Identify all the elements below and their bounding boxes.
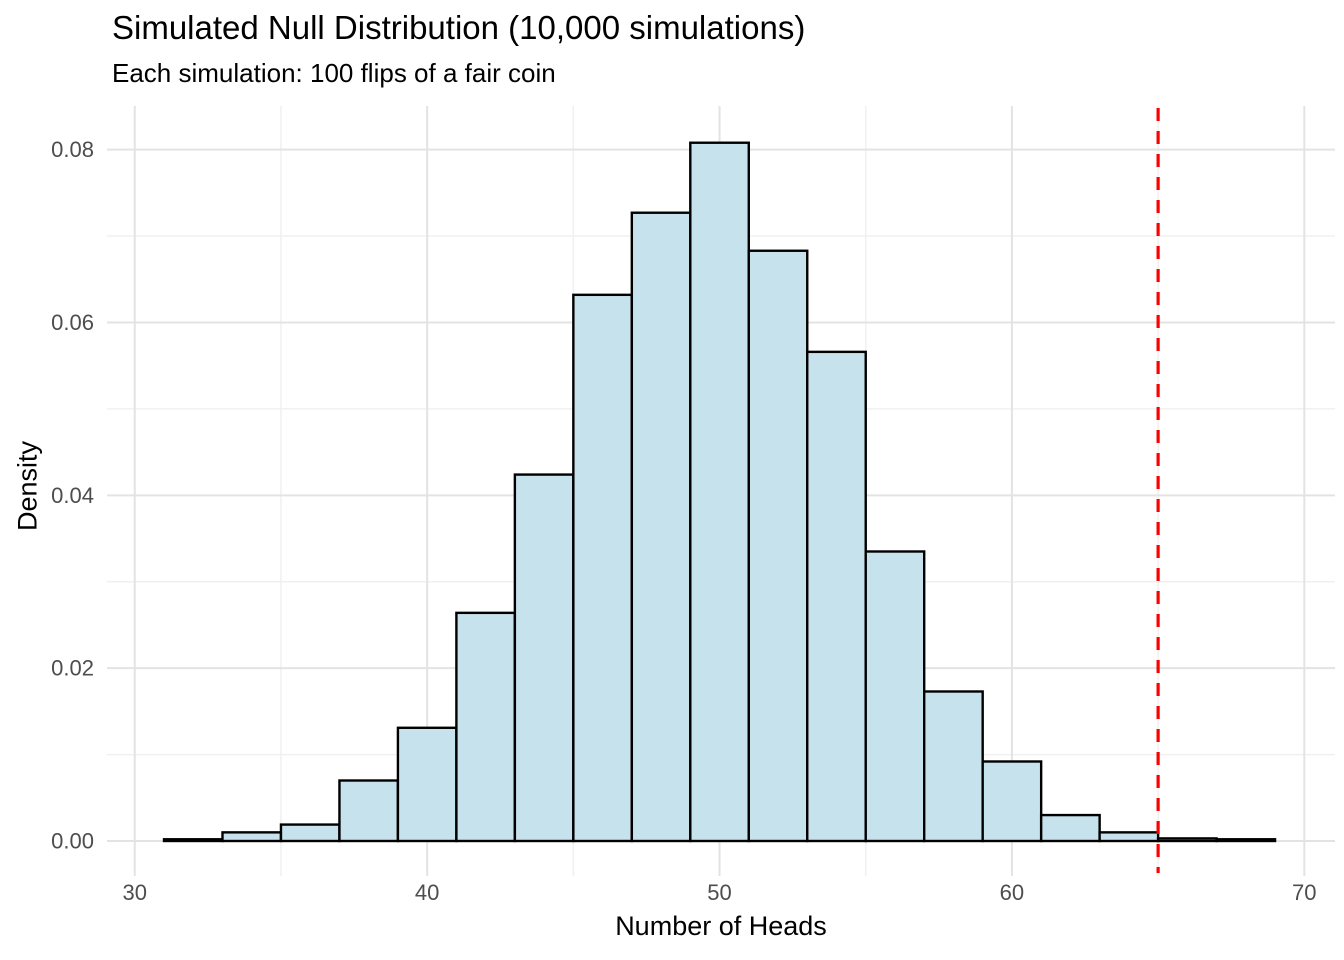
histogram-bar (396, 726, 458, 843)
x-tick-label: 50 (707, 880, 731, 905)
histogram-bar (1156, 837, 1218, 843)
histogram-bar (923, 690, 984, 843)
histogram-bar (1098, 831, 1160, 843)
x-tick-label: 30 (123, 880, 147, 905)
y-tick-label: 0.06 (51, 310, 94, 335)
y-tick-label: 0.04 (51, 483, 94, 508)
histogram-bar (221, 831, 283, 843)
x-axis-title: Number of Heads (615, 911, 827, 941)
histogram-bar (864, 550, 926, 843)
x-tick-label: 40 (415, 880, 439, 905)
histogram-bar (747, 249, 809, 843)
histogram-bar (1215, 838, 1277, 843)
x-tick-label: 70 (1292, 880, 1316, 905)
y-tick-labels: 0.00 0.02 0.04 0.06 0.08 (51, 137, 94, 853)
histogram-bar (338, 779, 400, 843)
x-tick-labels: 30 40 50 60 70 (123, 880, 1317, 905)
y-tick-label: 0.00 (51, 829, 94, 854)
histogram-bar (513, 473, 575, 843)
chart-subtitle: Each simulation: 100 flips of a fair coi… (112, 58, 556, 88)
y-tick-label: 0.02 (51, 656, 94, 681)
histogram-bar (279, 823, 341, 843)
histogram-bar (455, 611, 517, 843)
x-tick-label: 60 (1000, 880, 1024, 905)
chart-title: Simulated Null Distribution (10,000 simu… (112, 9, 806, 46)
histogram-bars (162, 141, 1277, 843)
y-axis-title: Density (12, 440, 43, 532)
histogram-bar (162, 838, 224, 843)
histogram-bar (1039, 813, 1101, 843)
histogram-bar (630, 211, 692, 843)
y-tick-label: 0.08 (51, 137, 94, 162)
histogram-bar (981, 760, 1043, 843)
histogram-bar (689, 141, 750, 843)
histogram-bar (806, 350, 867, 843)
histogram-bar (572, 293, 634, 843)
